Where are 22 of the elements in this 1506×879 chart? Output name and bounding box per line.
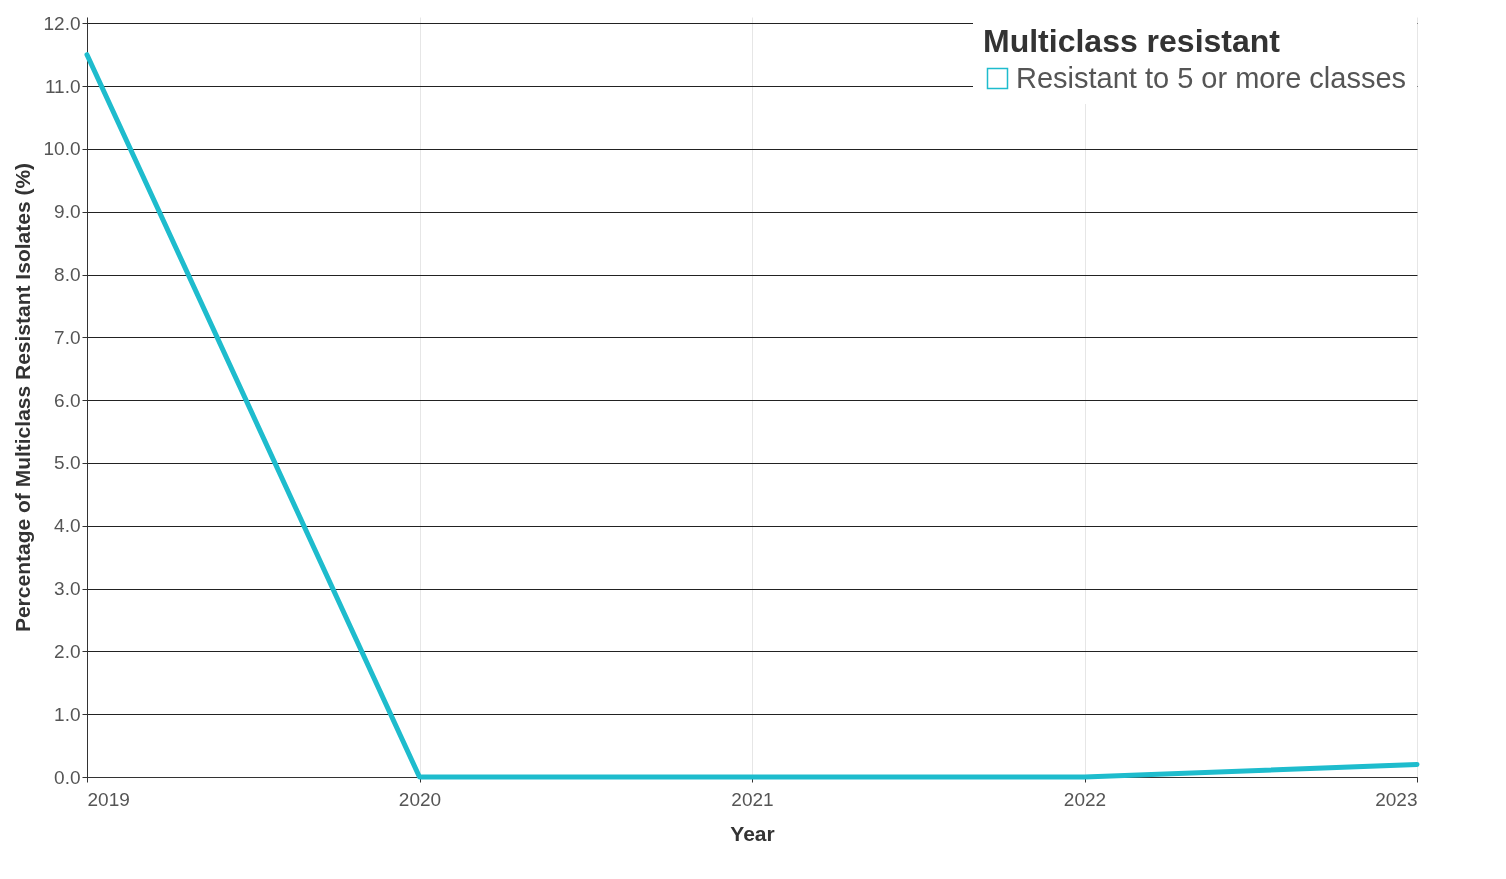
y-tick-label: 4.0 bbox=[54, 515, 81, 537]
y-tick-label: 9.0 bbox=[54, 201, 81, 223]
y-axis-title: Percentage of Multiclass Resistant Isolates (%) bbox=[10, 162, 34, 633]
y-tick-label: 0.0 bbox=[54, 766, 81, 788]
y-tick-label: 12.0 bbox=[43, 12, 81, 34]
x-axis-title: Year bbox=[730, 821, 775, 845]
y-tick-label: 11.0 bbox=[44, 75, 81, 97]
legend-title: Multiclass resistant bbox=[983, 23, 1281, 59]
x-tick-label: 2023 bbox=[1375, 788, 1418, 810]
x-tick-label: 2021 bbox=[731, 788, 774, 810]
x-tick-label: 2019 bbox=[87, 788, 130, 810]
x-tick-label: 2020 bbox=[398, 788, 442, 810]
x-tick-label: 2022 bbox=[1063, 788, 1107, 810]
y-tick-label: 8.0 bbox=[54, 264, 81, 286]
y-tick-label: 2.0 bbox=[54, 640, 81, 662]
y-tick-label: 6.0 bbox=[54, 389, 81, 411]
y-tick-label: 7.0 bbox=[54, 326, 81, 348]
y-tick-label: 3.0 bbox=[54, 578, 81, 600]
y-tick-label: 10.0 bbox=[43, 138, 81, 160]
y-tick-label: 5.0 bbox=[54, 452, 81, 474]
legend-label: Resistant to 5 or more classes bbox=[1016, 61, 1407, 94]
y-tick-label: 1.0 bbox=[54, 703, 81, 725]
